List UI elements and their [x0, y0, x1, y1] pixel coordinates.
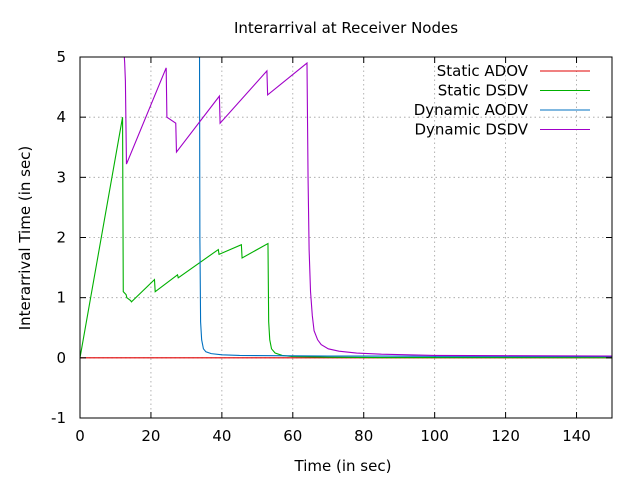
grid — [80, 57, 612, 418]
x-tick-label: 40 — [212, 427, 231, 445]
x-tick-label: 20 — [141, 427, 160, 445]
y-tick-label: 3 — [56, 168, 66, 186]
x-axis-title: Time (in sec) — [294, 457, 392, 475]
series-lines — [80, 57, 612, 359]
x-tick-label: 140 — [562, 427, 591, 445]
y-tick-label: -1 — [51, 409, 66, 427]
x-tick-label: 80 — [354, 427, 373, 445]
y-tick-label: 5 — [56, 48, 66, 66]
x-tick-label: 60 — [283, 427, 302, 445]
series-line-dynamic-aodv — [198, 57, 612, 358]
y-axis-title: Interarrival Time (in sec) — [16, 146, 34, 331]
axis-ticks: 0 20 40 60 80 100 120 140 -1 0 1 2 3 4 5 — [51, 48, 612, 445]
legend-label: Static ADOV — [437, 62, 529, 80]
y-tick-label: 1 — [56, 289, 66, 307]
x-tick-label: 120 — [491, 427, 520, 445]
legend-label: Dynamic DSDV — [414, 121, 528, 139]
x-tick-label: 0 — [75, 427, 85, 445]
y-tick-label: 4 — [56, 108, 66, 126]
x-tick-label: 100 — [420, 427, 449, 445]
legend-label: Dynamic AODV — [414, 101, 529, 119]
y-tick-label: 2 — [56, 229, 66, 247]
legend-label: Static DSDV — [438, 82, 529, 100]
series-line-dynamic-dsdv — [123, 57, 612, 357]
y-tick-label: 0 — [56, 349, 66, 367]
chart-title: Interarrival at Receiver Nodes — [234, 19, 458, 37]
